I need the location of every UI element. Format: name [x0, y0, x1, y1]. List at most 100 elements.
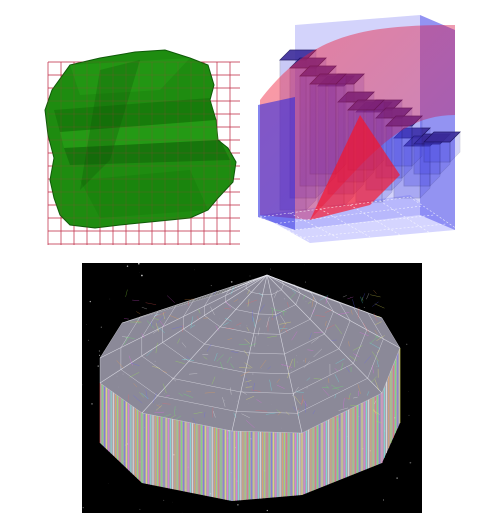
terrain-mesh-edge — [346, 366, 350, 373]
terrain-mesh-edge — [204, 392, 216, 394]
terrain-mesh-ring — [188, 361, 246, 373]
terrain-mesh-edge — [270, 307, 277, 311]
terrain-mesh-edge — [166, 295, 175, 303]
floor-grid-line — [283, 214, 435, 232]
star-dot — [139, 508, 141, 510]
terrain-mesh-ring — [288, 348, 340, 375]
star-dot — [350, 296, 352, 298]
terrain-mesh-edge — [169, 315, 179, 320]
terrain-mesh-edge — [309, 332, 312, 340]
terrain-mesh-ring — [240, 391, 294, 394]
terrain-mesh-edge — [155, 405, 162, 411]
terrain-mesh-edge — [364, 355, 372, 364]
star-dot — [138, 263, 140, 265]
terrain-mesh-edge — [325, 296, 328, 304]
terrain-mesh-edge — [373, 289, 377, 294]
terrain-mesh-ring — [162, 342, 190, 362]
terrain-mesh-edge — [280, 315, 286, 324]
terrain-mesh-edge — [252, 310, 254, 322]
terrain-mesh-ring — [281, 280, 284, 285]
terrain-mesh-edge — [152, 365, 161, 369]
terrain-mesh-ring — [338, 320, 351, 349]
terrain-mesh-edge — [246, 327, 250, 332]
terrain-mesh-edge — [152, 317, 159, 321]
red-surface-fold — [310, 115, 400, 220]
terrain-mesh-edge — [127, 394, 129, 402]
terrain-mesh-edge — [186, 355, 190, 360]
terrain-mesh-edge — [269, 379, 272, 391]
terrain-mesh-edge — [155, 342, 158, 354]
terrain-top-mesh — [99, 274, 401, 434]
terrain-mesh-edge — [374, 329, 378, 335]
terrain-mesh-edge — [145, 302, 157, 305]
star-dot — [99, 354, 101, 356]
terrain-mesh-edge — [302, 294, 306, 300]
terrain-mesh-edge — [240, 371, 250, 377]
terrain-mesh-edge — [345, 397, 351, 399]
terrain-mesh-edge — [291, 386, 299, 397]
terrain-mesh-edge — [246, 299, 258, 304]
terrain-mesh-edge — [182, 359, 195, 361]
terrain-mesh-ring — [338, 301, 351, 321]
floor-grid-line — [271, 205, 423, 225]
terrain-mesh-edge — [247, 298, 250, 307]
terrain-mesh-edge — [326, 324, 335, 330]
terrain-mesh-edge — [133, 395, 143, 404]
terrain-mesh-ring — [158, 288, 234, 312]
terrain-mesh-edge — [275, 309, 287, 313]
terrain-mesh-edge — [301, 394, 304, 406]
terrain-figure — [82, 263, 412, 513]
terrain-mesh-edge — [349, 355, 357, 361]
terrain-mesh-ring — [249, 352, 285, 355]
terrain-mesh-edge — [123, 318, 129, 320]
terrain-mesh-edge — [366, 293, 370, 300]
terrain-mesh-edge — [246, 396, 255, 400]
terrain-mesh-edge — [216, 354, 224, 362]
terrain-mesh-ring — [367, 338, 384, 379]
terrain-mesh-edge — [175, 360, 185, 364]
terrain-mesh-ring — [324, 296, 334, 312]
terrain-mesh-edge — [225, 301, 232, 309]
terrain-mesh-edge — [193, 411, 203, 415]
terrain-mesh-edge — [328, 378, 330, 384]
terrain-mesh-edge — [252, 316, 256, 328]
terrain-mesh-edge — [353, 345, 363, 351]
terrain-mesh-edge — [178, 392, 183, 397]
terrain-mesh-edge — [175, 415, 182, 420]
terrain-mesh-edge — [257, 327, 260, 336]
star-dot — [109, 298, 111, 300]
terrain-mesh-ring — [245, 288, 252, 293]
floor-grid-line — [295, 223, 447, 239]
terrain-mesh-edge — [258, 292, 264, 297]
terrain-mesh-edge — [156, 315, 165, 324]
terrain-mesh-edge — [152, 392, 157, 403]
terrain-mesh-edge — [230, 387, 232, 395]
terrain-mesh-edge — [282, 311, 285, 316]
terrain-mesh-edge — [249, 343, 257, 347]
terrain-mesh-edge — [285, 411, 290, 416]
terrain-mesh-ring — [381, 347, 401, 394]
terrain-mesh-edge — [347, 296, 354, 300]
terrain-mesh-edge — [291, 331, 298, 341]
terrain-mesh-edge — [291, 289, 297, 294]
red-grid-overlay — [47, 61, 240, 245]
terrain-mesh-ring — [231, 430, 303, 434]
terrain-mesh-edge — [203, 412, 206, 418]
star-dot — [82, 384, 83, 386]
star-dot — [91, 403, 93, 405]
terrain-mesh-edge — [125, 289, 128, 297]
terrain-mesh-edge — [312, 309, 315, 314]
terrain-mesh-edge — [288, 358, 293, 370]
terrain-mesh-edge — [227, 338, 233, 341]
floor-grid-line — [319, 208, 371, 238]
terrain-mesh-edge — [337, 312, 350, 315]
terrain-mesh-edge — [357, 307, 360, 319]
terrain-mesh-edge — [283, 326, 288, 333]
green-blob-fold-6 — [80, 60, 140, 190]
green-blob-fold-4 — [70, 58, 190, 95]
terrain-mesh-edge — [322, 388, 330, 396]
terrain-mesh-edge — [259, 359, 267, 369]
terrain-mesh-edge — [170, 414, 177, 419]
terrain-mesh-ring — [284, 333, 325, 355]
star-dot — [266, 509, 268, 512]
